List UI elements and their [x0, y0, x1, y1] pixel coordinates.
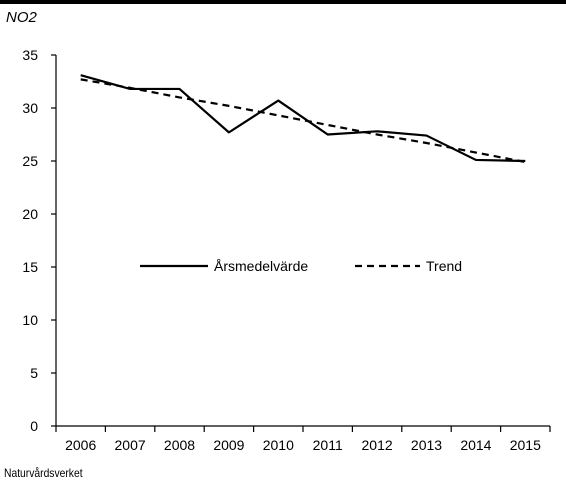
- x-tick-label: 2006: [65, 437, 96, 453]
- y-tick-label: 30: [22, 100, 38, 116]
- x-tick-label: 2015: [510, 437, 541, 453]
- series-line-trend: [80, 78, 526, 164]
- x-tick-label: 2014: [460, 437, 491, 453]
- x-tick-label: 2013: [411, 437, 442, 453]
- y-tick-label: 20: [22, 206, 38, 222]
- y-tick-label: 25: [22, 153, 38, 169]
- chart-axes: [51, 54, 551, 432]
- y-unit-label: NO2: [6, 9, 37, 26]
- x-tick-label: 2009: [213, 437, 244, 453]
- chart-legend: Årsmedelvärde Trend: [140, 258, 462, 274]
- y-tick-label: 5: [30, 365, 38, 381]
- y-tick-label: 0: [30, 418, 38, 434]
- x-tick-label: 2008: [164, 437, 195, 453]
- x-tick-label: 2011: [313, 437, 343, 453]
- legend-label: Årsmedelvärde: [214, 258, 308, 274]
- x-tick-label: 2010: [263, 437, 294, 453]
- y-tick-label: 35: [22, 47, 38, 63]
- chart-tick-labels: 0 5 10 15 20 25 30 35 2006 2007 2008 2009 2010 2011 20…: [22, 47, 541, 453]
- y-tick-label: 15: [22, 259, 38, 275]
- source-label: Naturvårdsverket: [4, 466, 83, 480]
- chart-series: [80, 74, 526, 164]
- x-tick-label: 2007: [115, 437, 146, 453]
- legend-label: Trend: [426, 258, 462, 274]
- x-tick-label: 2012: [362, 437, 393, 453]
- y-tick-label: 10: [22, 312, 38, 328]
- top-rule: [0, 0, 566, 4]
